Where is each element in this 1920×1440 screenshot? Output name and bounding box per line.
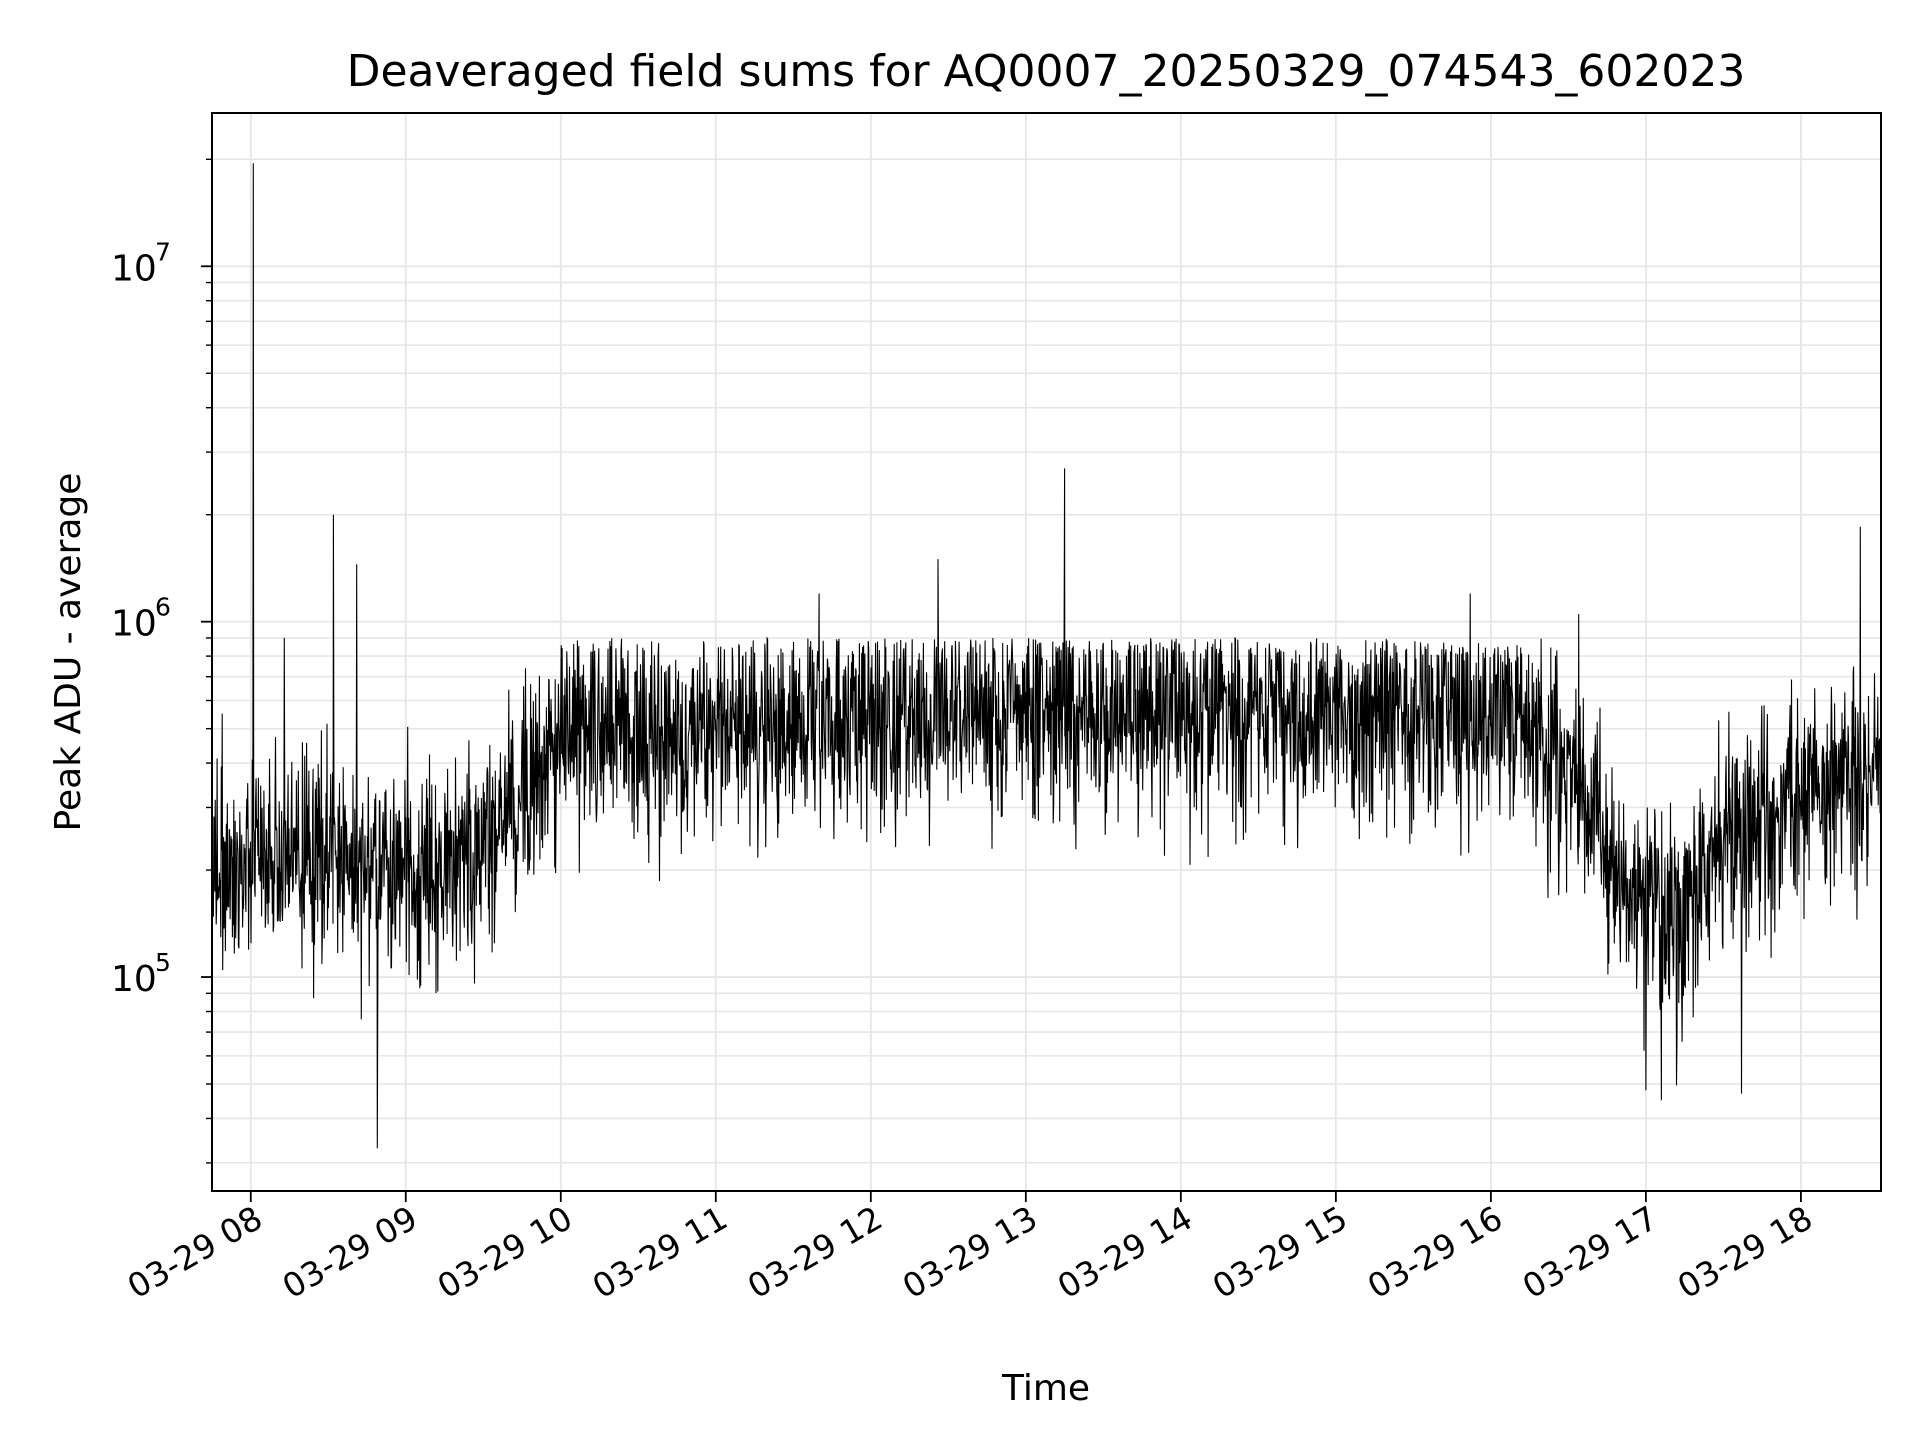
y-tick-label: 10 <box>111 604 157 645</box>
axes-frame <box>211 112 1882 1192</box>
y-tick-exponent: 5 <box>155 948 171 977</box>
plot-area <box>211 163 1882 1149</box>
y-tick-label: 10 <box>111 959 157 1000</box>
x-axis-label: Time <box>1001 1368 1090 1409</box>
y-axis-label: Peak ADU - average <box>48 473 89 832</box>
y-tick-label: 10 <box>111 248 157 289</box>
y-tick-exponent: 6 <box>155 593 171 622</box>
chart-title: Deaveraged field sums for AQ0007_2025032… <box>347 46 1746 97</box>
series-line <box>211 163 1882 1149</box>
y-tick-exponent: 7 <box>155 237 171 266</box>
